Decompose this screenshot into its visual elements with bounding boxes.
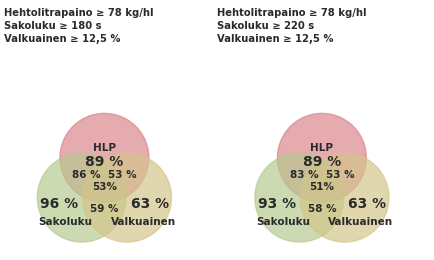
Circle shape: [277, 113, 365, 202]
Text: HLP: HLP: [93, 144, 115, 153]
Text: 83 %: 83 %: [289, 170, 318, 180]
Text: 53 %: 53 %: [325, 170, 353, 180]
Circle shape: [82, 153, 171, 242]
Text: 63 %: 63 %: [130, 197, 168, 211]
Circle shape: [37, 153, 126, 242]
Text: Sakoluku: Sakoluku: [255, 217, 309, 227]
Text: 59 %: 59 %: [90, 204, 118, 213]
Text: 53 %: 53 %: [108, 170, 136, 180]
Text: 58 %: 58 %: [307, 204, 335, 213]
Text: 96 %: 96 %: [40, 197, 78, 211]
Text: Hehtolitrapaino ≥ 78 kg/hl
Sakoluku ≥ 220 s
Valkuainen ≥ 12,5 %: Hehtolitrapaino ≥ 78 kg/hl Sakoluku ≥ 22…: [217, 8, 366, 44]
Circle shape: [299, 153, 388, 242]
Text: HLP: HLP: [310, 144, 332, 153]
Text: Valkuainen: Valkuainen: [328, 217, 393, 227]
Text: Hehtolitrapaino ≥ 78 kg/hl
Sakoluku ≥ 180 s
Valkuainen ≥ 12,5 %: Hehtolitrapaino ≥ 78 kg/hl Sakoluku ≥ 18…: [4, 8, 154, 44]
Text: 53%: 53%: [92, 183, 117, 192]
Text: 89 %: 89 %: [302, 155, 340, 170]
Text: 89 %: 89 %: [85, 155, 123, 170]
Text: 86 %: 86 %: [72, 170, 101, 180]
Text: 63 %: 63 %: [347, 197, 385, 211]
Circle shape: [254, 153, 343, 242]
Text: Sakoluku: Sakoluku: [38, 217, 92, 227]
Text: Valkuainen: Valkuainen: [111, 217, 176, 227]
Text: 93 %: 93 %: [257, 197, 295, 211]
Circle shape: [60, 113, 148, 202]
Text: 51%: 51%: [309, 183, 334, 192]
